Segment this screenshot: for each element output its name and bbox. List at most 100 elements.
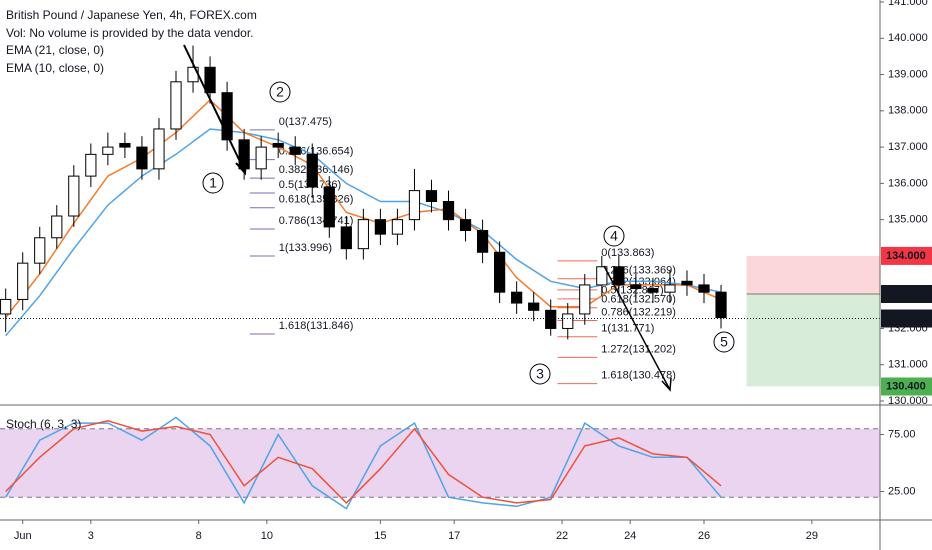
candle-body [102,146,114,155]
wave-circle [713,331,735,353]
fib-label: 0(137.475) [279,116,332,128]
candle-body [136,146,148,170]
wave-circle [603,225,625,247]
fib-label: 0.618(135.326) [279,194,354,206]
candle-body [459,219,472,232]
x-tick-label: 3 [88,530,94,542]
y-tick-label: 136.000 [888,177,928,189]
x-tick-label: 26 [698,530,710,542]
candle-body [511,291,523,304]
candle-body [681,280,693,286]
price-badge [881,309,932,328]
candle-body [34,237,46,264]
indicator-title: Stoch (6, 3, 3) [6,417,81,431]
fib-label: 1.618(130.478) [601,370,676,382]
y-tick-label: 141.000 [888,0,928,8]
candle-body [391,219,404,235]
target-zone [746,255,880,294]
legend-entry: EMA (21, close, 0) [6,43,104,57]
candle-body [357,219,369,250]
plot-area: 0(137.475)0.236(136.654)0.382(136.146)0.… [0,45,880,510]
candle-body [647,288,659,293]
y-tick-label: 75.00 [888,428,916,440]
wave-label: 5 [720,334,728,350]
candle-body [323,186,335,228]
price-badge [881,377,932,396]
arrow [183,44,245,171]
fib-label: 0.786(134.741) [279,215,354,227]
price-badge-label: 134.000 [886,250,926,262]
candle-body [494,251,506,293]
y-tick-label: 130.000 [888,395,928,407]
candle-body [221,92,233,141]
wave-label: 3 [536,366,544,382]
candle-body [170,81,182,130]
candle-body [630,284,642,290]
candle-body [272,142,284,148]
wave-label: 2 [276,84,284,100]
y-tick-label: 131.000 [888,359,928,371]
arrow-head [661,377,672,392]
fib-label: 0.786(132.219) [601,306,676,318]
arrow [603,265,670,389]
y-tick-label: 25.00 [888,485,916,497]
y-tick-label: 135.000 [888,214,928,226]
x-tick-label: 8 [196,530,202,542]
wave-circle [269,81,291,103]
candle-body [715,291,727,319]
candle-body [153,128,165,170]
candle-body [596,266,608,286]
stop-zone [746,293,880,387]
stoch-line [5,416,722,510]
y-tick-label: 139.000 [888,68,928,80]
candle-body [0,298,12,315]
fib-label: 1.272(131.202) [601,343,676,355]
fib-label: 0(133.863) [601,247,654,259]
candle-body [613,266,625,286]
wave-circle [202,172,224,194]
candle-body [579,284,591,315]
price-badge-label: 132.274 [886,312,927,324]
candle-body [119,142,131,148]
chart-title: British Pound / Japanese Yen, 4h, FOREX.… [6,8,257,22]
wave-label: 4 [610,228,618,244]
candle-body [255,146,267,170]
fib-label: 0.618(132.570) [601,294,676,306]
y-tick-label: 140.000 [888,32,928,44]
candle-body [289,146,301,155]
candle-body [340,226,352,250]
y-tick-label: 137.000 [888,141,928,153]
x-tick-label: 29 [806,530,818,542]
candle-body [408,190,421,221]
wave-circle [529,363,551,385]
candle-body [17,262,29,300]
fib-label: 0.5(132.817) [601,285,663,297]
candle-body [85,153,97,177]
price-badge-label: 130.400 [886,380,926,392]
y-tick-label: 138.000 [888,105,928,117]
candle-body [51,215,63,239]
legend-entry: EMA (10, close, 0) [6,61,104,75]
candle-body [374,219,386,235]
x-tick-label: 17 [448,530,460,542]
candle-body [698,284,710,293]
x-tick-label: 24 [624,530,636,542]
fib-label: 1(131.771) [601,323,654,335]
price-badge [881,284,932,303]
candle-body [68,175,80,217]
x-tick-label: 15 [374,530,386,542]
candle-body [425,190,438,202]
x-tick-label: Jun [14,530,32,542]
candle-body [476,230,489,253]
candle-body [664,284,676,293]
x-tick-label: 10 [261,530,273,542]
stoch-line [5,420,722,504]
fib-label: 1(133.996) [279,242,332,254]
fib-label: 1.618(131.846) [279,320,354,332]
candle-body [528,302,540,311]
candle-body [306,153,318,188]
candle-body [442,201,455,221]
x-tick-label: 22 [556,530,568,542]
